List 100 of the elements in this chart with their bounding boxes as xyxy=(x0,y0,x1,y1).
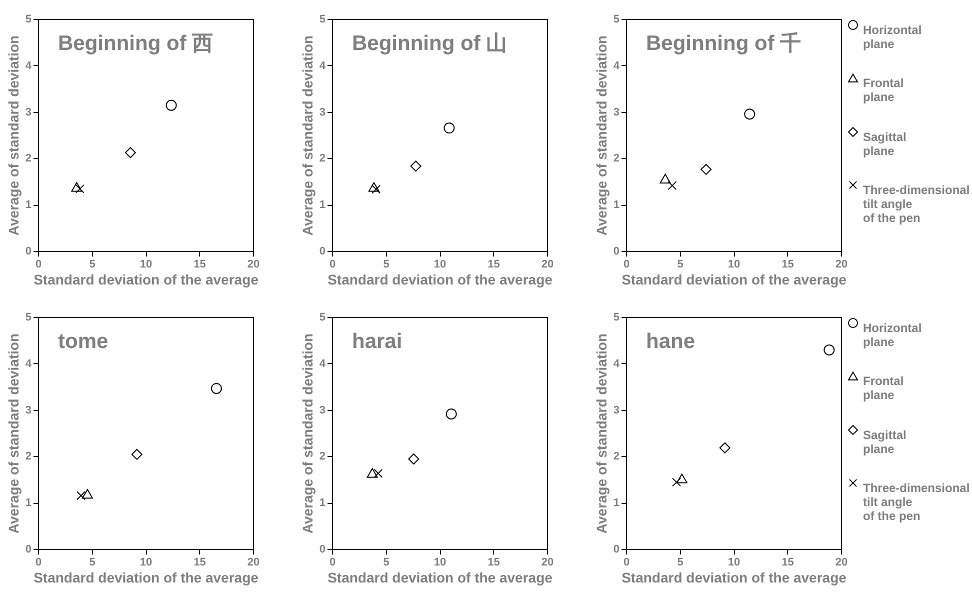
point xyxy=(131,448,142,460)
y-tick-label: 1 xyxy=(25,199,32,212)
y-tick-label: 1 xyxy=(613,199,620,212)
y-tick-label: 4 xyxy=(319,358,326,370)
x-tick-label: 15 xyxy=(488,258,500,270)
point xyxy=(124,147,136,158)
y-tick-label: 0 xyxy=(613,246,620,258)
y-tick-label: 4 xyxy=(25,60,32,72)
text: Beginning of 山 xyxy=(352,32,508,55)
x-tick-label: 5 xyxy=(89,258,96,270)
y-tick-label: 4 xyxy=(613,358,620,370)
x-tick-label: 10 xyxy=(140,556,152,568)
y-tick-label: 5 xyxy=(25,14,32,26)
text: harai xyxy=(352,330,402,353)
x-tick-label: 10 xyxy=(728,556,740,568)
x-tick-label: 20 xyxy=(835,258,848,270)
x-tick-label: 5 xyxy=(677,258,684,270)
x-tick-label: 10 xyxy=(140,258,152,270)
point xyxy=(368,182,380,192)
point xyxy=(668,181,677,190)
x-axis-title: Standard deviation of the average xyxy=(328,272,553,288)
point xyxy=(374,468,383,478)
legend-label: Frontal plane xyxy=(863,374,904,402)
point xyxy=(744,108,756,120)
y-tick-label: 3 xyxy=(613,404,620,416)
y-tick-label: 1 xyxy=(25,497,32,510)
legend-label: Sagittal plane xyxy=(863,428,906,456)
y-tick-label: 2 xyxy=(613,450,620,463)
point xyxy=(76,491,86,500)
y-tick-label: 1 xyxy=(319,497,326,510)
x-tick-label: 20 xyxy=(247,556,260,568)
x-tick-label: 5 xyxy=(89,556,96,568)
point xyxy=(410,160,422,172)
y-tick-label: 4 xyxy=(613,60,620,72)
y-axis-title: Average of standard deviation xyxy=(593,333,610,534)
x-tick-label: 10 xyxy=(434,556,446,568)
point xyxy=(446,408,457,420)
y-tick-label: 3 xyxy=(25,106,32,118)
y-tick-label: 1 xyxy=(613,497,620,510)
y-tick-label: 5 xyxy=(25,312,32,324)
y-tick-label: 2 xyxy=(25,450,32,463)
x-tick-label: 15 xyxy=(194,556,206,568)
y-axis-title: Average of standard deviation xyxy=(299,35,316,236)
y-tick-label: 3 xyxy=(319,106,326,118)
point xyxy=(75,184,84,194)
y-tick-label: 0 xyxy=(319,544,326,556)
y-tick-label: 1 xyxy=(319,199,326,212)
y-tick-label: 2 xyxy=(319,450,326,463)
point xyxy=(210,382,222,394)
y-tick-label: 5 xyxy=(319,312,326,324)
y-axis-title: Average of standard deviation xyxy=(593,35,610,236)
x-tick-label: 0 xyxy=(329,556,336,568)
y-tick-label: 4 xyxy=(25,358,32,370)
x-tick-label: 15 xyxy=(194,258,206,270)
point xyxy=(408,453,420,464)
y-tick-label: 0 xyxy=(319,246,326,258)
y-tick-label: 4 xyxy=(319,60,326,72)
point xyxy=(672,478,682,487)
y-axis-title: Average of standard deviation xyxy=(5,333,22,534)
text: tome xyxy=(58,330,108,353)
y-tick-label: 2 xyxy=(319,152,326,165)
point xyxy=(71,182,82,192)
x-tick-label: 20 xyxy=(835,556,848,568)
y-axis-title: Average of standard deviation xyxy=(299,333,316,534)
x-tick-label: 10 xyxy=(728,258,740,270)
x-tick-label: 0 xyxy=(35,258,42,270)
point xyxy=(824,344,835,356)
x-tick-label: 15 xyxy=(488,556,500,568)
y-tick-label: 2 xyxy=(613,152,620,165)
point xyxy=(166,100,177,111)
x-axis-title: Standard deviation of the average xyxy=(622,272,847,288)
point xyxy=(366,468,378,478)
point xyxy=(719,442,730,454)
point xyxy=(700,164,712,175)
y-tick-label: 0 xyxy=(613,544,620,556)
y-tick-label: 3 xyxy=(613,106,620,118)
point xyxy=(676,474,688,484)
y-tick-label: 5 xyxy=(319,14,326,26)
x-tick-label: 0 xyxy=(329,258,336,270)
x-axis-title: Standard deviation of the average xyxy=(34,570,259,586)
point xyxy=(660,174,671,184)
point xyxy=(372,184,381,194)
x-tick-label: 15 xyxy=(782,556,794,568)
legend-label: Frontal plane xyxy=(863,76,904,104)
legend-label: Horizontal plane xyxy=(863,23,922,51)
y-tick-label: 5 xyxy=(613,312,620,324)
x-tick-label: 20 xyxy=(541,556,554,568)
x-axis-title: Standard deviation of the average xyxy=(622,570,847,586)
x-axis-title: Standard deviation of the average xyxy=(34,272,259,288)
x-axis-title: Standard deviation of the average xyxy=(328,570,553,586)
legend-label: Horizontal plane xyxy=(863,321,922,349)
x-tick-label: 5 xyxy=(383,258,390,270)
legend-label: Three-dimensional tilt angle of the pen xyxy=(863,481,970,523)
y-tick-label: 0 xyxy=(25,246,32,258)
x-tick-label: 0 xyxy=(623,556,630,568)
legend-label: Three-dimensional tilt angle of the pen xyxy=(863,183,970,225)
x-tick-label: 5 xyxy=(383,556,390,568)
point xyxy=(444,122,455,134)
y-tick-label: 5 xyxy=(613,14,620,26)
text: Beginning of 西 xyxy=(58,32,214,55)
